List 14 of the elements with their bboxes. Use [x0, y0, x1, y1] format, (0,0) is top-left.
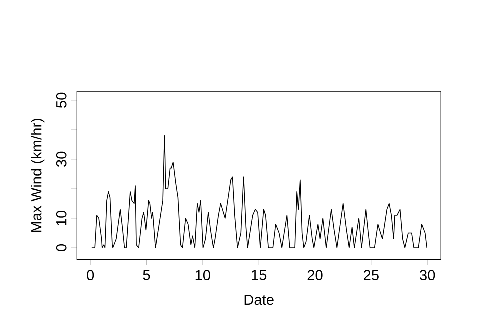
x-tick-label: 25: [364, 270, 379, 280]
x-tick-label: 5: [143, 270, 150, 280]
x-axis-title: Date: [244, 294, 274, 306]
y-tick-label: 0: [56, 244, 67, 252]
line-series: [92, 135, 428, 248]
y-tick-label: 30: [56, 152, 67, 168]
x-tick-label: 20: [308, 270, 323, 280]
x-tick-label: 15: [252, 270, 267, 280]
x-tick-label: 0: [87, 270, 94, 280]
x-tick-label: 10: [196, 270, 210, 280]
y-tick-label: 10: [56, 210, 67, 226]
x-tick-label: 30: [420, 270, 436, 280]
y-tick-label: 50: [56, 92, 67, 108]
y-axis-title: Max Wind (km/hr): [31, 118, 45, 232]
